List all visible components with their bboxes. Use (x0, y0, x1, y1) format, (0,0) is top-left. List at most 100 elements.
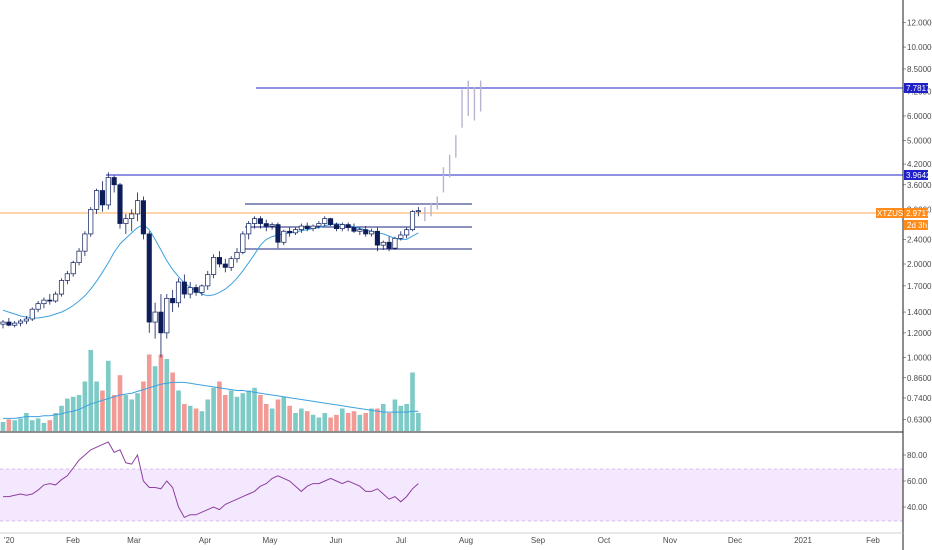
volume-bar (316, 417, 322, 431)
candle-body (257, 218, 263, 224)
candle-body (275, 224, 281, 243)
candle-body (216, 257, 223, 265)
volume-bar (275, 399, 281, 431)
candle-body (12, 322, 18, 326)
candle-body (292, 229, 299, 234)
candle-body (187, 287, 193, 295)
time-tick-label: Mar (127, 536, 141, 545)
candle-body (0, 321, 6, 325)
volume-bar (164, 359, 170, 431)
candle-body (29, 308, 35, 320)
candle-body (135, 200, 141, 215)
current-price-tag (904, 208, 928, 218)
volume-bar (123, 395, 129, 431)
candle-body (415, 210, 421, 213)
volume-bar (228, 390, 234, 431)
candle-body (333, 224, 340, 229)
candle-body (53, 293, 59, 302)
candle-body (380, 241, 386, 246)
symbol-tag (876, 208, 903, 218)
candle-body (35, 303, 41, 310)
time-tick-label: May (262, 536, 277, 545)
candles (0, 172, 421, 358)
candle-body (386, 241, 392, 249)
candle-body (18, 320, 24, 324)
volume-bar (47, 420, 53, 431)
volume-bar (187, 405, 193, 431)
candle-body (47, 299, 53, 302)
candle-body (240, 233, 246, 253)
volume-bar (24, 413, 29, 431)
time-tick-label: Jun (330, 536, 343, 545)
time-axis[interactable]: '20 Feb Mar Apr May Jun Jul Aug Sep Oct Nov Dec 2021… (4, 536, 880, 545)
price-tick-label: 0.7400 (907, 394, 932, 403)
volume-bar (334, 414, 339, 431)
candle-body (234, 252, 240, 260)
candle-body (357, 229, 363, 232)
candle-body (140, 200, 146, 235)
candle-body (205, 274, 211, 287)
volume-bar (263, 404, 269, 431)
volume-bar (106, 360, 111, 431)
price-tick-label: 0.8600 (907, 374, 932, 383)
candle-body (369, 230, 375, 235)
candle-body (404, 229, 410, 236)
horizontal-levels[interactable] (0, 87, 903, 250)
candle-body (164, 298, 170, 334)
time-tick-label: Feb (66, 536, 80, 545)
volume-bar (129, 399, 134, 431)
volume-bar (111, 395, 117, 431)
candle-body (146, 233, 152, 323)
candle-body (88, 209, 94, 235)
time-tick-label: Dec (728, 536, 742, 545)
price-tick-label: 1.2000 (907, 329, 932, 338)
volume-bar (211, 387, 216, 431)
volume-bar (59, 405, 64, 431)
price-tick-label: 2.4000 (907, 235, 932, 244)
volume-bar (41, 422, 47, 431)
rsi-axis[interactable]: 80.00 60.00 40.00 (903, 451, 928, 512)
volume-bar (416, 413, 421, 431)
volume-bar (380, 404, 386, 431)
volume-bar (351, 411, 357, 431)
time-tick-label: 2021 (794, 536, 812, 545)
candle-body (287, 230, 293, 234)
volume-bar (94, 381, 99, 431)
volume-bar (146, 354, 152, 431)
level-tag-mid-text: 3.9642 (906, 171, 931, 180)
volume-bar (0, 422, 6, 431)
price-tick-label: 3.6000 (907, 181, 932, 190)
volume-bar (252, 387, 257, 431)
projected-bars (424, 80, 482, 222)
candle-body (374, 230, 380, 246)
candle-body (351, 227, 357, 232)
candle-body (193, 287, 199, 293)
volume-bar (141, 381, 146, 431)
volume-bar (182, 404, 187, 431)
volume-bar (53, 413, 58, 431)
price-tags: 7.7817 3.9642 XTZUSD 2.9717 2d 3h (876, 83, 931, 230)
rsi-line (3, 441, 419, 519)
candle-body (111, 177, 117, 186)
candle-body (152, 311, 158, 323)
time-tick-label: Jul (396, 536, 406, 545)
candle-body (304, 225, 310, 229)
price-tick-label: 12.0000 (907, 19, 932, 28)
price-tick-label: 5.0000 (907, 137, 932, 146)
candle-body (339, 224, 345, 229)
price-tick-label: 6.0000 (907, 112, 932, 121)
symbol-tag-text: XTZUSD (877, 209, 909, 218)
volume-bar (88, 350, 94, 431)
candle-body (175, 281, 182, 304)
candle-body (123, 218, 129, 224)
candle-body (181, 281, 187, 295)
price-tick-label: 1.7000 (907, 282, 932, 291)
level-tag-upper-text: 7.7817 (906, 84, 931, 93)
candle-body (310, 225, 316, 229)
volume-bar (363, 413, 368, 431)
rsi-band (0, 468, 903, 522)
candle-body (76, 250, 82, 264)
candle-body (252, 218, 258, 224)
candle-body (199, 285, 205, 293)
